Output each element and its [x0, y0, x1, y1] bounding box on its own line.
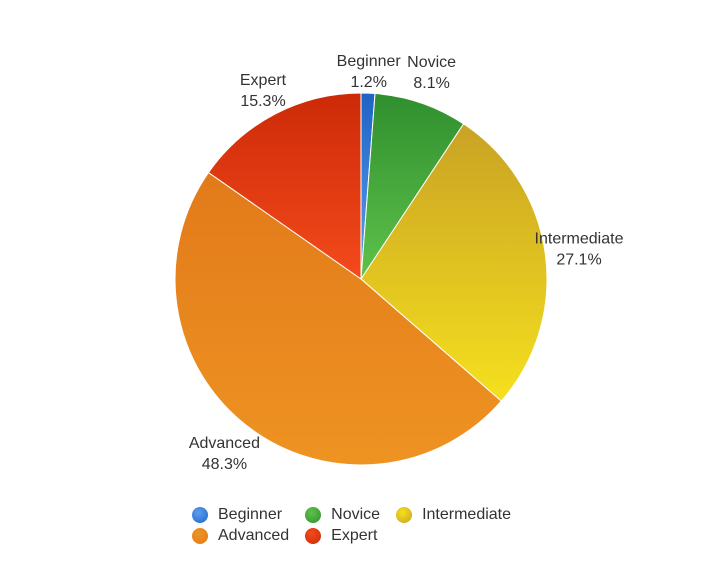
- slice-value-advanced: 48.3%: [202, 456, 247, 473]
- slice-novice[interactable]: [360, 92, 465, 281]
- slice-name-novice: Novice: [407, 54, 456, 71]
- slice-label-advanced: Advanced 48.3%: [189, 435, 260, 473]
- legend-label-novice: Novice: [331, 506, 381, 523]
- slice-name-expert: Expert: [240, 72, 287, 89]
- legend-label-beginner: Beginner: [218, 506, 283, 523]
- pie-chart: Beginner 1.2% Novice 8.1% Intermediate 27.1% A…: [174, 53, 624, 473]
- legend-marker-intermediate: [396, 507, 413, 523]
- legend-label-intermediate: Intermediate: [422, 506, 512, 523]
- slice-advanced[interactable]: [174, 171, 502, 466]
- slice-label-novice: Novice 8.1%: [407, 54, 456, 92]
- legend-marker-beginner: [192, 507, 208, 523]
- slice-name-beginner: Beginner: [337, 53, 402, 70]
- slice-label-beginner: Beginner 1.2%: [337, 53, 402, 91]
- slice-label-expert: Expert 15.3%: [240, 72, 287, 110]
- slice-name-intermediate: Intermediate: [535, 230, 624, 247]
- legend-marker-expert: [305, 528, 322, 544]
- slice-name-advanced: Advanced: [189, 435, 260, 452]
- legend-item-novice[interactable]: Novice: [305, 506, 380, 524]
- slice-intermediate[interactable]: [360, 123, 548, 402]
- legend-label-expert: Expert: [331, 527, 378, 544]
- legend-item-advanced[interactable]: Advanced: [192, 527, 289, 545]
- legend: Beginner Novice Intermediate Advanced Ex…: [192, 506, 552, 545]
- slice-expert[interactable]: [207, 92, 362, 280]
- legend-item-expert[interactable]: Expert: [305, 527, 380, 545]
- legend-marker-advanced: [192, 528, 208, 544]
- legend-marker-novice: [305, 507, 322, 523]
- slice-label-intermediate: Intermediate 27.1%: [535, 230, 624, 268]
- slice-value-novice: 8.1%: [413, 75, 449, 92]
- legend-item-beginner[interactable]: Beginner: [192, 506, 289, 524]
- legend-label-advanced: Advanced: [218, 527, 290, 544]
- slice-value-beginner: 1.2%: [350, 74, 386, 91]
- slice-value-intermediate: 27.1%: [556, 251, 601, 268]
- legend-item-intermediate[interactable]: Intermediate: [396, 506, 511, 524]
- slice-value-expert: 15.3%: [240, 93, 285, 110]
